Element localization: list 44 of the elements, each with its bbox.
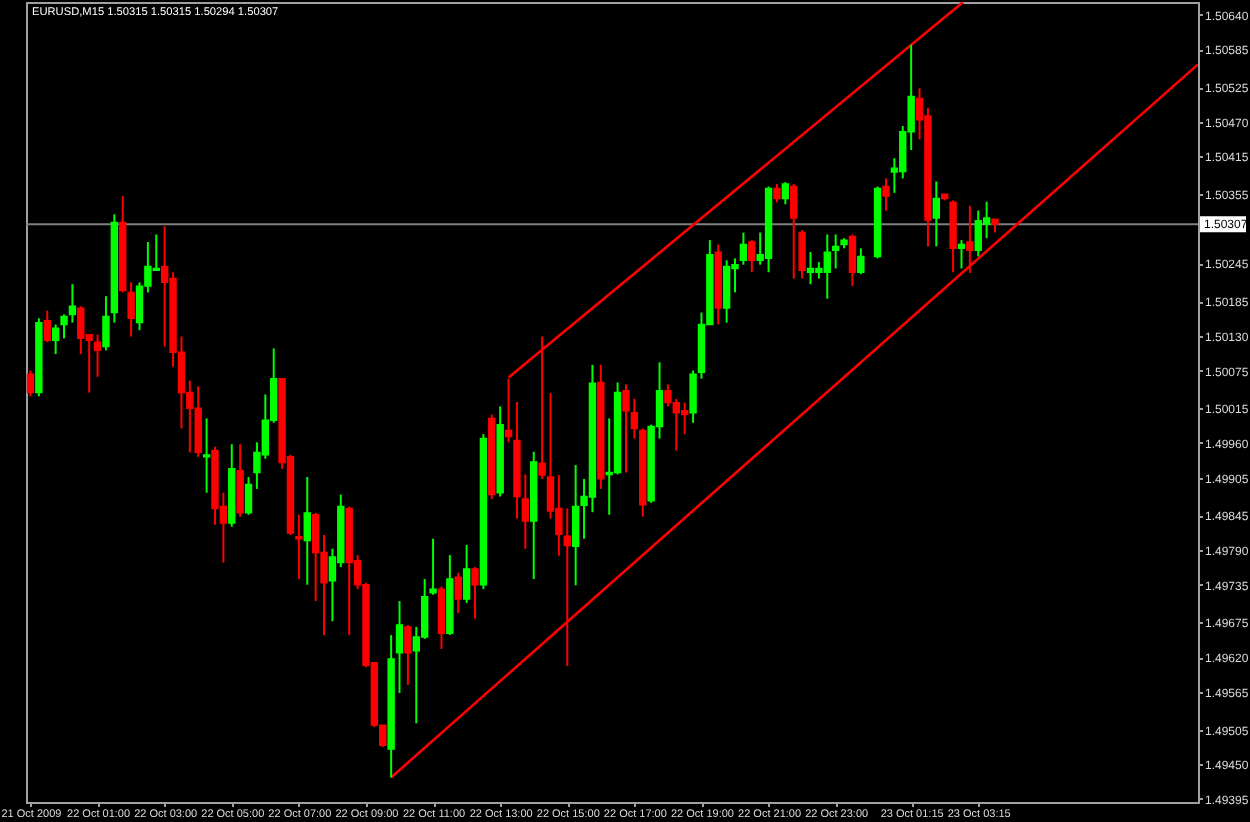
candlestick	[823, 233, 831, 300]
candlestick	[974, 209, 982, 258]
candlestick	[395, 600, 404, 695]
candlestick	[831, 233, 840, 270]
candlestick	[244, 475, 253, 516]
candlestick	[748, 239, 756, 274]
candlestick	[404, 623, 412, 686]
candlestick	[781, 181, 790, 206]
candlestick	[630, 397, 639, 440]
candlestick	[303, 475, 311, 586]
candlestick	[563, 507, 571, 667]
candlestick	[790, 183, 798, 280]
candlestick	[739, 231, 748, 266]
candlestick	[454, 571, 462, 615]
candlestick	[462, 543, 471, 604]
candlestick	[672, 397, 680, 452]
candlestick	[437, 585, 446, 650]
candlestick	[127, 281, 135, 338]
candlestick	[160, 225, 169, 348]
candlestick	[722, 259, 731, 324]
candlestick	[471, 566, 479, 620]
candlestick	[882, 177, 890, 212]
candlestick	[932, 180, 941, 248]
candlestick	[622, 383, 630, 474]
candlestick	[773, 183, 781, 204]
candlestick	[51, 323, 60, 356]
candlestick	[295, 513, 303, 581]
candlestick	[966, 205, 974, 274]
candlestick	[957, 239, 966, 270]
candlestick	[77, 305, 85, 356]
candlestick	[202, 417, 211, 494]
candlestick	[857, 247, 865, 276]
candlestick	[571, 463, 580, 587]
candlestick	[949, 199, 957, 274]
candlestick	[311, 511, 320, 603]
candlestick	[68, 283, 77, 324]
candlestick	[194, 385, 202, 458]
candlestick	[848, 233, 857, 288]
candlestick	[236, 443, 244, 518]
candlestick	[43, 309, 51, 344]
candlestick	[806, 251, 815, 286]
candlestick	[26, 369, 35, 398]
candlestick	[93, 333, 102, 378]
candlestick	[680, 401, 689, 436]
